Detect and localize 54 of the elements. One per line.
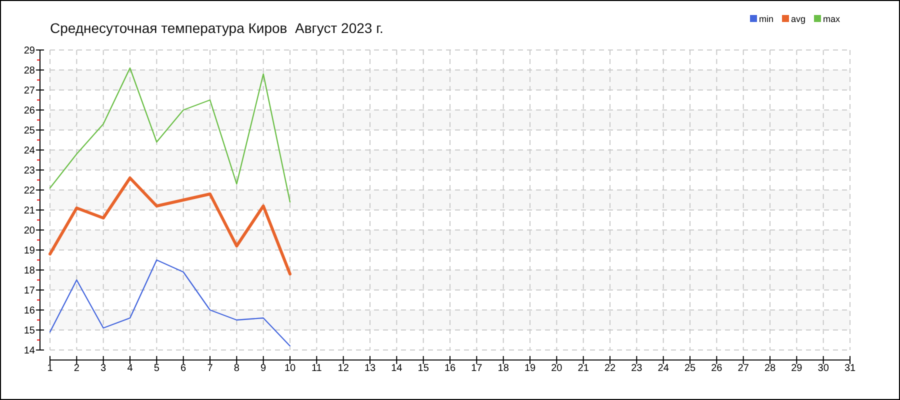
x-tick-label: 5 [154,363,160,374]
line-series [49,67,291,203]
x-tick-label: 31 [844,363,856,374]
x-tick-label: 22 [604,363,616,374]
x-tick-label: 19 [524,363,536,374]
x-tick-label: 2 [74,363,80,374]
x-tick-label: 24 [658,363,670,374]
y-tick-label: 17 [24,286,36,296]
x-tick-label: 13 [364,363,376,374]
y-tick-label: 26 [24,106,36,116]
x-tick-label: 26 [711,363,723,374]
x-tick-label: 15 [418,363,430,374]
x-tick-label: 17 [471,363,483,374]
x-tick-label: 12 [338,363,350,374]
chart-title: Среднесуточная температура Киров Август 2023 г. [50,20,384,36]
x-tick-label: 7 [207,363,214,374]
y-tick-label: 23 [24,166,36,176]
x-tick-label: 4 [127,363,134,374]
x-tick-label: 6 [180,363,187,374]
y-tick-label: 16 [24,306,36,316]
y-tick-label: 15 [24,326,36,336]
x-tick-label: 9 [260,363,267,374]
y-tick-label: 14 [24,346,36,356]
x-tick-label: 16 [444,363,456,374]
x-tick-label: 8 [234,363,240,374]
x-tick-label: 11 [311,363,322,374]
legend-label: max [823,14,840,24]
y-tick-label: 18 [24,266,36,276]
x-tick-label: 1 [47,363,54,374]
y-tick-label: 29 [24,46,36,56]
x-tick-label: 23 [631,363,643,374]
legend-label: avg [791,14,806,24]
x-tick-label: 27 [738,363,750,374]
y-tick-label: 19 [24,246,36,256]
y-tick-label: 25 [24,126,36,136]
line-series [48,176,292,276]
y-tick-label: 20 [24,226,36,236]
x-tick-label: 18 [498,363,510,374]
y-tick-label: 21 [24,206,36,216]
x-tick-label: 10 [284,363,296,374]
x-tick-label: 28 [764,363,776,374]
x-tick-label: 3 [100,363,107,374]
legend-label: min [759,14,774,24]
y-tick-label: 28 [24,66,36,76]
x-tick-label: 29 [791,363,803,374]
x-tick-label: 25 [684,363,696,374]
y-tick-label: 27 [24,86,36,96]
x-tick-label: 20 [551,363,563,374]
x-tick-label: 30 [818,363,830,374]
x-tick-label: 14 [391,363,403,374]
line-series [49,259,291,347]
y-tick-label: 24 [24,146,36,156]
x-tick-label: 21 [578,363,590,374]
y-tick-label: 22 [24,186,36,196]
